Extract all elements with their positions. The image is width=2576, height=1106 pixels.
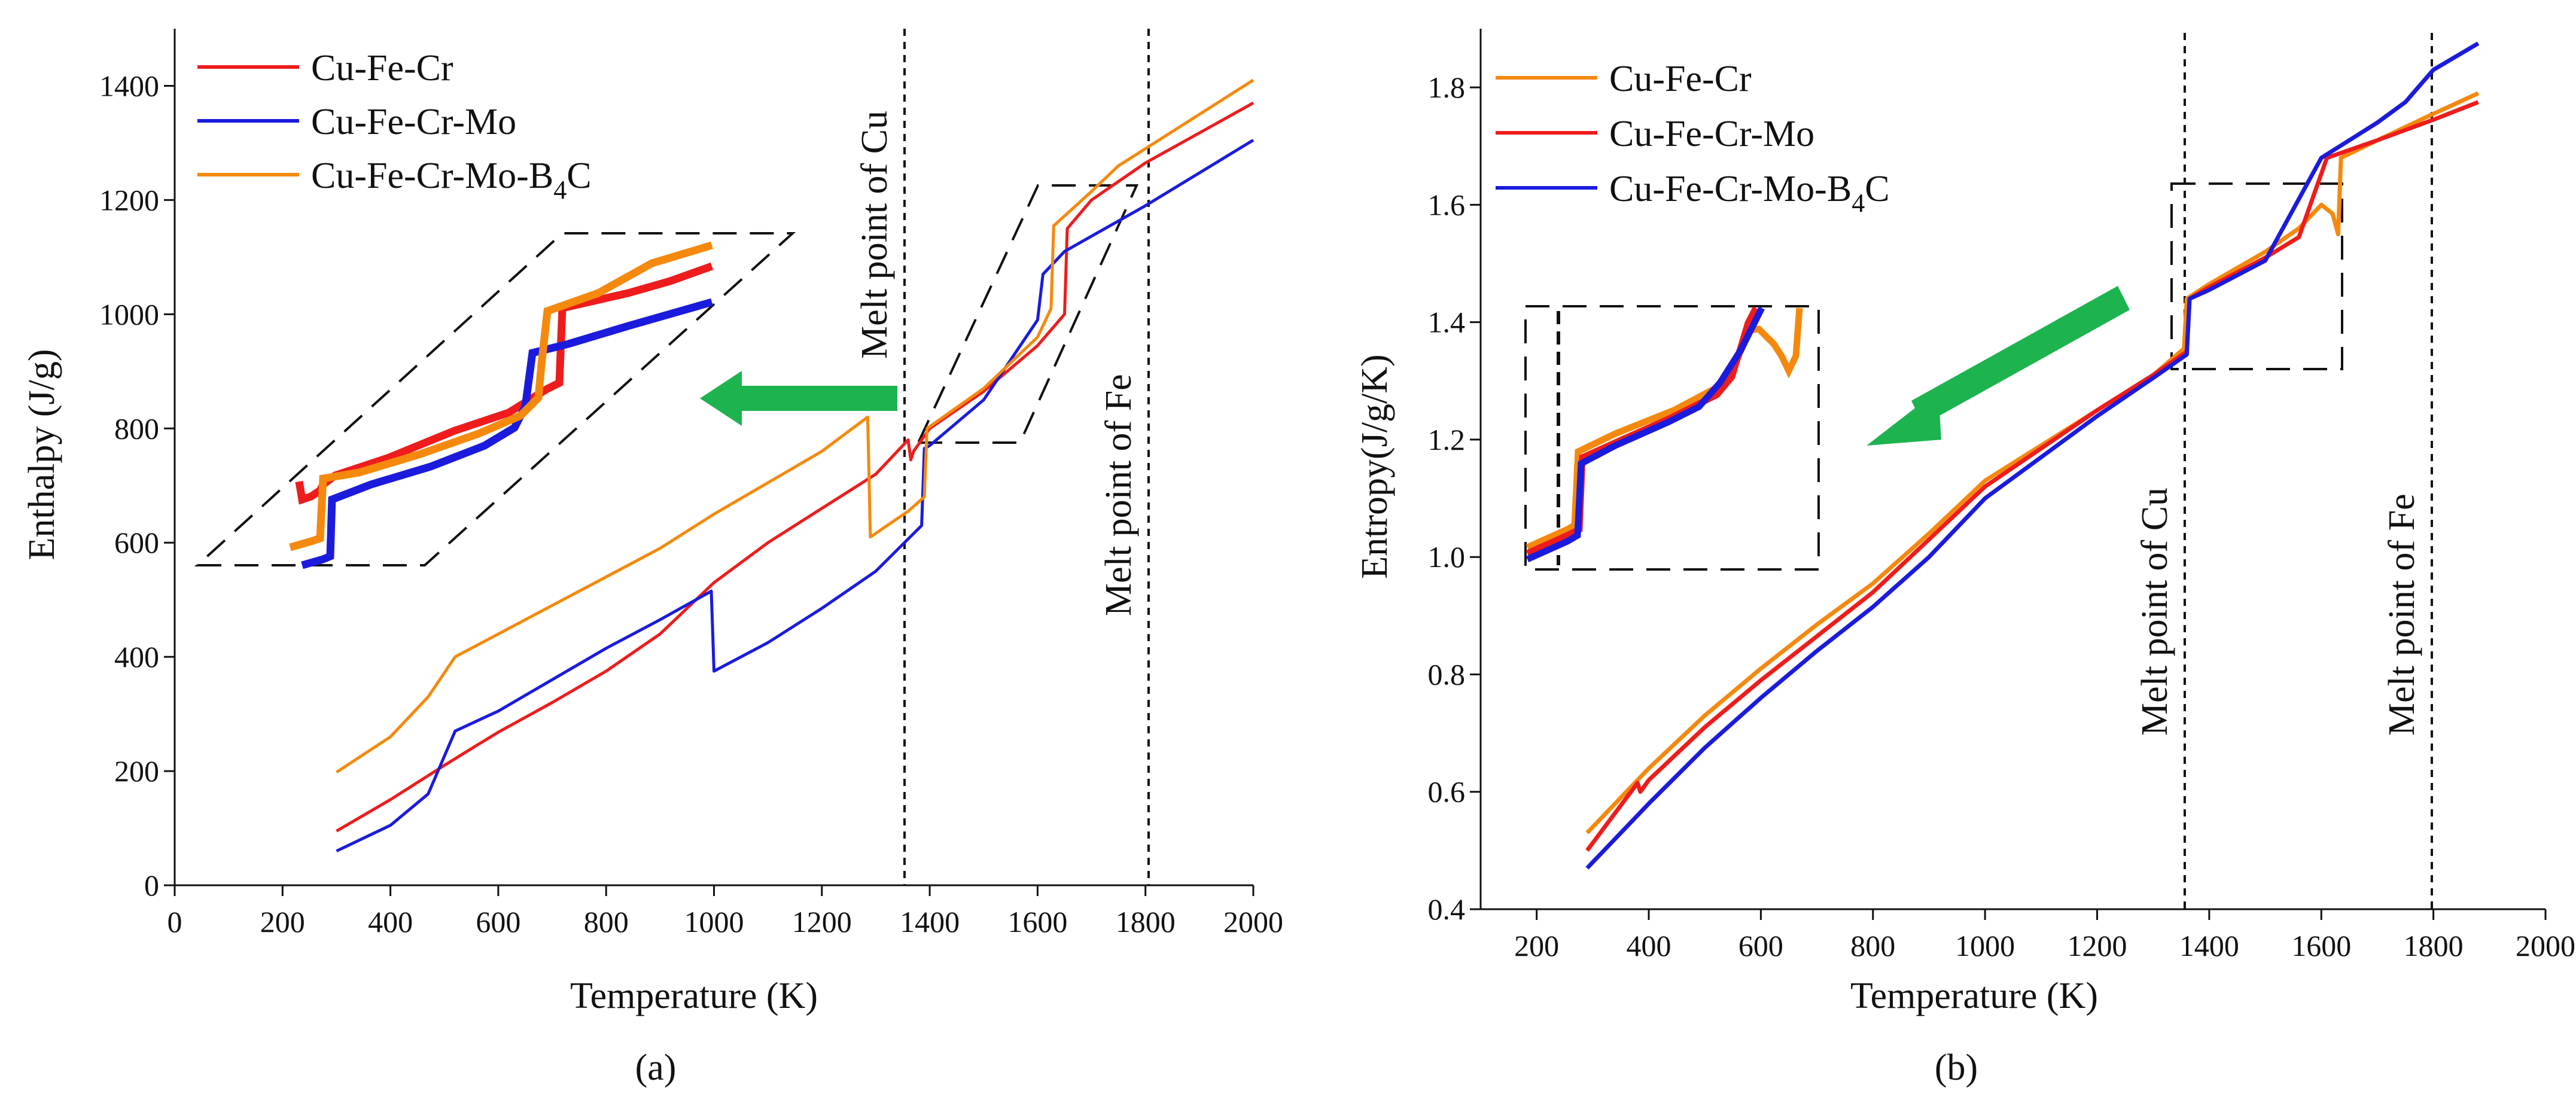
panel-b-xtick-label-4: 1000: [1955, 929, 2015, 962]
panel-a-xtick-label-9: 1800: [1116, 905, 1176, 939]
panel-b-annotation-cu: Melt point of Cu: [2135, 488, 2175, 736]
panel-b-legend: Cu-Fe-Cr Cu-Fe-Cr-Mo Cu-Fe-Cr-Mo-B4C: [1496, 59, 1890, 218]
panel-a-legend: Cu-Fe-Cr Cu-Fe-Cr-Mo Cu-Fe-Cr-Mo-B4C: [197, 48, 592, 205]
panel-b-ytick-label-5: 1.4: [1428, 306, 1466, 339]
panel-b-xtick-label-1: 400: [1627, 929, 1671, 962]
inset-a-curve-cu-fe-cr-mo-b4c: [289, 241, 713, 552]
panel-b-xtick-label-9: 2000: [2516, 929, 2575, 962]
panel-a-annotation-cu: Melt point of Cu: [854, 111, 895, 359]
panel-a-inset: [289, 241, 714, 569]
panel-b-series-1: [1585, 100, 2479, 852]
panel-a-xtick-label-7: 1400: [900, 905, 960, 939]
panel-b-xtick-label-7: 1600: [2291, 929, 2351, 962]
inset-a-curve-cu-fe-cr-mo: [301, 298, 713, 569]
panel-a-inset-box: [194, 232, 796, 566]
panel-b-xtick-label-3: 800: [1850, 929, 1895, 962]
panel-b-xtick-label-8: 1800: [2404, 929, 2464, 962]
panel-a-xtick-label-6: 1200: [792, 905, 852, 939]
panel-a-zoom-region: [916, 184, 1139, 444]
panel-b-xtick-label-5: 1200: [2068, 929, 2127, 962]
legend-a-label-0: Cu-Fe-Cr: [311, 48, 453, 89]
panel-a-ytick-label-4: 800: [114, 412, 159, 445]
inset-a-curve-cu-fe-cr: [295, 262, 714, 505]
panel-a-xtick-label-8: 1600: [1007, 905, 1067, 939]
panel-b-label: (b): [1935, 1047, 1978, 1088]
panel-a-ytick-label-5: 1000: [99, 297, 159, 331]
panel-b-ylabel: Entropy(J/g/K): [1354, 354, 1395, 578]
panel-b-ytick-label-7: 1.8: [1428, 71, 1466, 104]
panel-a-label: (a): [635, 1047, 677, 1088]
inset-b-curve-cu-fe-cr-mo-b4c: [1525, 306, 1765, 563]
panel-a-series: [336, 78, 1254, 852]
panel-a-ticks: 0 200 400 600 800 1000 1200 1400 1600 1800 2000 0 20…: [99, 69, 1283, 939]
panel-b-annotation-fe: Melt point of Fe: [2382, 493, 2422, 736]
panel-a-series-1: [336, 139, 1254, 852]
panel-b-series-0: [1585, 91, 2480, 834]
panel-a-xtick-label-5: 1000: [684, 905, 744, 939]
panel-a: 0 200 400 600 800 1000 1200 1400 1600 1800 2000 0 20…: [22, 29, 1283, 1088]
panel-a-xtick-label-3: 600: [476, 905, 520, 939]
panel-a-series-2: [336, 78, 1254, 774]
panel-b-ytick-label-0: 0.4: [1428, 892, 1466, 926]
legend-b-label-1: Cu-Fe-Cr-Mo: [1609, 114, 1814, 154]
panel-b-inset-box: [1524, 305, 1820, 571]
panel-b-xlabel: Temperature (K): [1850, 976, 2098, 1016]
panel-b-xtick-label-6: 1400: [2179, 929, 2239, 962]
panel-a-annotation-fe: Melt point of Fe: [1098, 374, 1139, 616]
panel-a-ytick-label-6: 1200: [99, 183, 159, 217]
panel-b: 200 400 600 800 1000 1200 1400 1600 1800 2000 0.4 0…: [1354, 29, 2575, 1088]
panel-b-ytick-label-2: 0.8: [1428, 657, 1466, 691]
panel-b-series-2: [1585, 41, 2480, 870]
legend-b-label-2: Cu-Fe-Cr-Mo-B4C: [1609, 169, 1890, 218]
panel-a-xtick-label-0: 0: [168, 905, 182, 939]
panel-a-xtick-label-2: 400: [368, 905, 413, 939]
panel-a-xlabel: Temperature (K): [570, 976, 818, 1016]
legend-a-label-1: Cu-Fe-Cr-Mo: [311, 102, 516, 142]
panel-a-green-arrow: [700, 371, 897, 426]
panel-b-ticks: 200 400 600 800 1000 1200 1400 1600 1800 2000 0.4 0…: [1428, 71, 2576, 962]
panel-a-ytick-label-7: 1400: [99, 69, 159, 102]
panel-a-series-0: [336, 101, 1254, 833]
panel-b-ytick-label-1: 0.6: [1428, 775, 1466, 809]
panel-b-green-arrow: [1866, 286, 2130, 446]
panel-a-xtick-label-1: 200: [260, 905, 305, 939]
panel-a-ytick-label-0: 0: [144, 869, 159, 902]
panel-b-zoom-region: [2170, 182, 2343, 370]
panel-a-ytick-label-2: 400: [114, 640, 159, 674]
panel-a-ytick-label-1: 200: [114, 754, 159, 788]
panel-b-series: [1585, 41, 2480, 870]
panel-b-ytick-label-3: 1.0: [1428, 540, 1466, 574]
panel-a-ylabel: Enthalpy (J/g): [22, 349, 62, 560]
legend-a-label-2: Cu-Fe-Cr-Mo-B4C: [311, 156, 592, 205]
legend-b-label-0: Cu-Fe-Cr: [1609, 59, 1752, 99]
panel-b-ytick-label-4: 1.2: [1428, 423, 1466, 456]
panel-a-xtick-label-10: 2000: [1223, 905, 1283, 939]
panel-b-xtick-label-2: 600: [1738, 929, 1783, 962]
panel-a-xtick-label-4: 800: [584, 905, 629, 939]
panel-b-inset: [1525, 306, 1803, 563]
panel-a-ytick-label-3: 600: [114, 526, 159, 559]
panel-b-ytick-label-6: 1.6: [1428, 188, 1466, 221]
panel-b-xtick-label-0: 200: [1514, 929, 1559, 962]
